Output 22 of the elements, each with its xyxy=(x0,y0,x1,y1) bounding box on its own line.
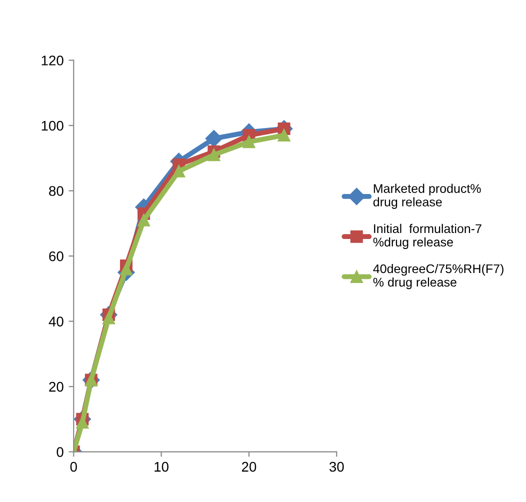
x-tick-label: 0 xyxy=(70,462,77,472)
point xyxy=(208,148,220,162)
point xyxy=(278,129,290,142)
y-tick-label: 20 xyxy=(49,382,64,392)
point xyxy=(102,312,115,324)
y-tick-label: 80 xyxy=(49,186,64,196)
y-tick-label: 60 xyxy=(49,251,64,262)
point xyxy=(172,164,186,178)
x-tick-label: 30 xyxy=(329,462,344,472)
legend-label: 40degreeC/75%RH(F7) % drug release xyxy=(373,264,504,290)
legend-label: Marketed product% drug release xyxy=(373,184,481,209)
legend-label: Initial formulation-7 %drug release xyxy=(373,224,482,249)
point xyxy=(242,136,256,148)
y-tick-label: 120 xyxy=(42,56,64,66)
x-tick-label: 20 xyxy=(242,462,256,472)
point xyxy=(120,262,132,276)
point xyxy=(205,130,222,148)
y-tick-label: 100 xyxy=(42,120,64,131)
y-tick-label: 0 xyxy=(56,447,64,457)
x-tick-label: 10 xyxy=(154,462,168,472)
point xyxy=(138,214,150,226)
y-tick-label: 40 xyxy=(48,316,64,326)
